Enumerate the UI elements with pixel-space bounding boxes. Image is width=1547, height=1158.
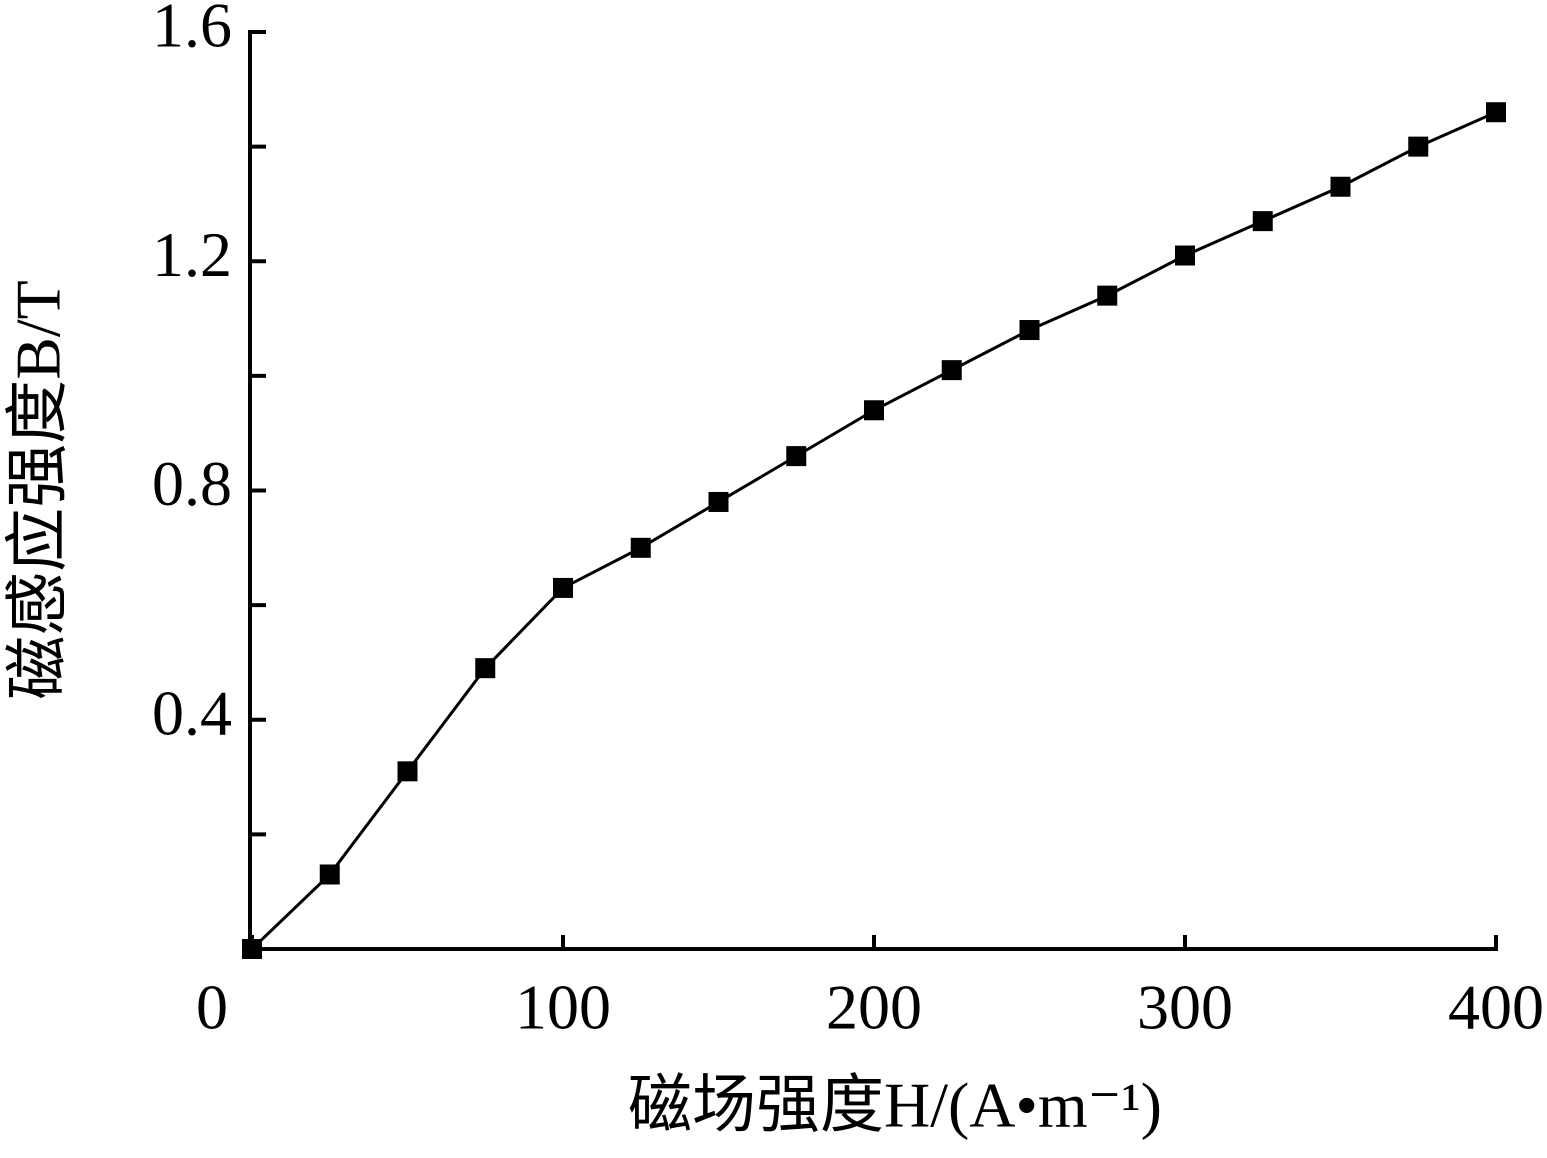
y-axis-label: 磁感应强度B/T xyxy=(3,280,74,700)
data-point xyxy=(242,939,262,959)
data-point xyxy=(1486,102,1506,123)
x-tick-label: 200 xyxy=(826,972,922,1043)
x-axis-label: 磁场强度H/(A•m⁻¹) xyxy=(628,1070,1162,1141)
data-point xyxy=(941,360,962,381)
data-point xyxy=(1408,136,1429,157)
data-point xyxy=(397,761,418,782)
data-point xyxy=(864,400,884,421)
data-point xyxy=(708,491,729,512)
x-tick-label: 0 xyxy=(196,972,228,1043)
data-point xyxy=(1330,176,1351,197)
data-point xyxy=(553,577,573,598)
data-point xyxy=(630,537,651,558)
data-point xyxy=(319,864,340,885)
data-point xyxy=(1019,320,1040,341)
x-tick-label: 300 xyxy=(1137,972,1233,1043)
y-tick-label: 1.2 xyxy=(152,219,232,290)
y-tick-label: 0.4 xyxy=(152,677,232,748)
x-tick-label: 400 xyxy=(1448,972,1544,1043)
data-point xyxy=(1097,285,1118,306)
x-tick-label: 100 xyxy=(515,972,611,1043)
data-line xyxy=(250,110,1497,951)
data-point xyxy=(1252,211,1273,232)
y-tick-label: 0.8 xyxy=(152,448,232,519)
data-point xyxy=(1175,245,1195,266)
y-tick-label: 1.6 xyxy=(152,0,232,61)
data-point xyxy=(475,658,496,679)
data-point xyxy=(786,446,807,467)
